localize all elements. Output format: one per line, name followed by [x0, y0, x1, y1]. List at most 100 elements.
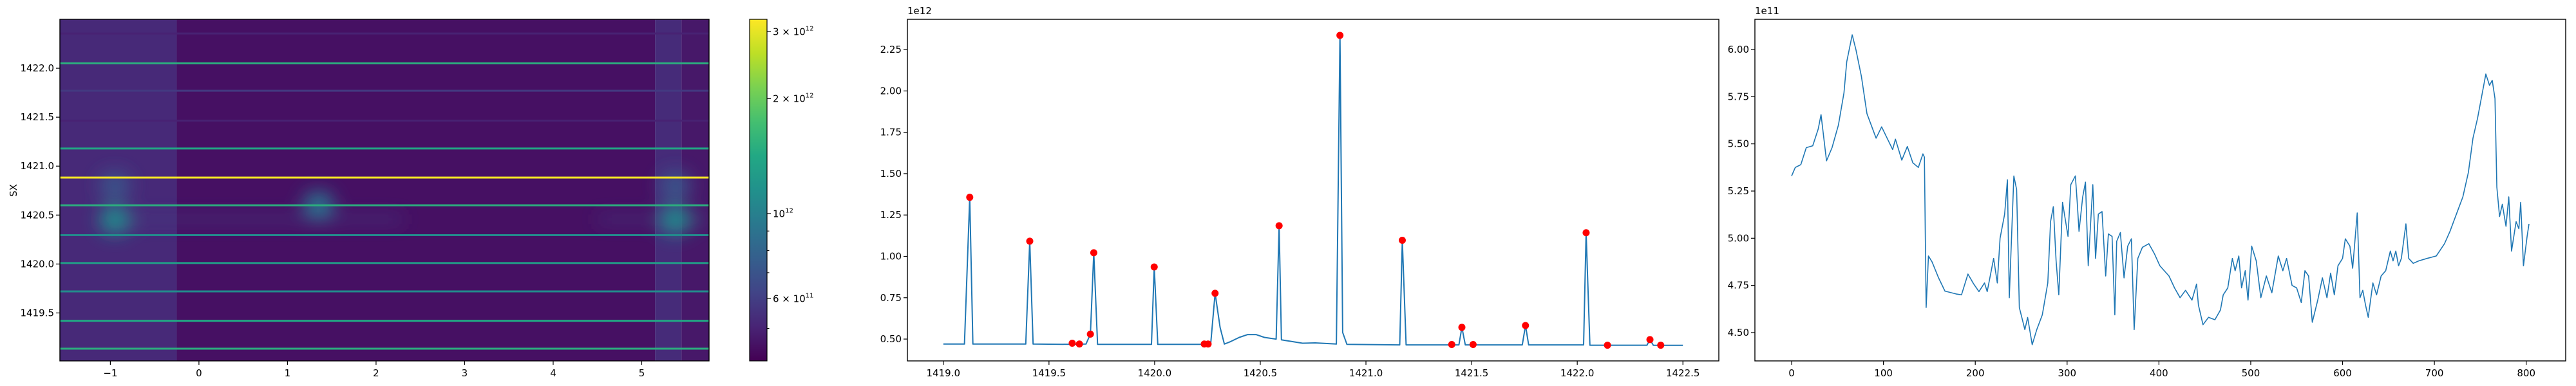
peak-marker [1398, 237, 1406, 244]
x-tick-label: 0 [196, 367, 202, 379]
y-tick-label: 1420.0 [21, 258, 55, 270]
heatmap-row [60, 119, 709, 122]
peak-marker [1604, 342, 1611, 349]
colorbar-gradient [749, 19, 768, 362]
colorbar-tick-base: 6 × 10 [773, 293, 806, 305]
peak-marker [1336, 32, 1344, 39]
peak-marker [966, 194, 974, 201]
heatmap-blobs [99, 171, 709, 234]
peak-marker [1469, 341, 1477, 349]
x-tick-label: 300 [2058, 367, 2076, 379]
y-tick-label: 1.25 [880, 209, 902, 221]
series-line-series [1791, 34, 2530, 345]
x-tick-label: 1420.0 [1138, 367, 1172, 379]
heatmap-row [60, 290, 709, 293]
y-tick-label: 4.50 [1728, 327, 1749, 338]
y-tick-label: 5.50 [1728, 138, 1749, 150]
peak-marker [1090, 249, 1097, 257]
axes-frame [1754, 19, 2566, 362]
x-tick-label: −1 [103, 367, 117, 379]
heatmap-row [60, 176, 709, 179]
y-tick-label: 2.25 [880, 44, 902, 55]
y-tick-label: 1419.5 [21, 307, 55, 318]
peak-marker [1582, 229, 1590, 237]
offset-text-1e12: 1e12 [907, 5, 932, 17]
offset-text-1e11: 1e11 [1755, 5, 1779, 17]
series-line-spectrum [943, 34, 1683, 346]
axes-frame [907, 19, 1719, 362]
y-tick-label: 5.25 [1728, 185, 1749, 197]
heatmap-blob [659, 205, 691, 234]
colorbar-tick-base: 3 × 10 [773, 26, 806, 38]
heatmap-row [60, 320, 709, 322]
colorbar-tick-exponent: 12 [785, 207, 793, 215]
peak-marker [1075, 340, 1083, 348]
heatmap-axes: −1 0 1 2 3 4 5 1419.5 1420.0 1420.5 1421.0 1421.5 14… [21, 19, 710, 379]
peaks-line-axes: 1419.0 1419.5 1420.0 1420.5 1421.0 1421.5 1422… [880, 19, 1719, 379]
peak-marker [1275, 222, 1283, 230]
colorbar-tick-base: 2 × 10 [773, 93, 806, 105]
y-tick-label: 1422.0 [21, 62, 55, 74]
colorbar-tick-label: 3 × 1012 [773, 26, 813, 38]
y-tick-label: 0.50 [880, 333, 902, 345]
colorbar-tick-exponent: 12 [805, 25, 814, 33]
series-line-axes: 0 100 200 300 400 500 600 700 800 4.50 4.75 5.00 5.2… [1728, 19, 2566, 379]
heatmap-blob [659, 171, 691, 200]
peak-marker [1657, 342, 1665, 349]
y-tick-label: 6.00 [1728, 44, 1749, 55]
x-tick-label: 800 [2517, 367, 2535, 379]
x-tick-label: 1419.0 [927, 367, 961, 379]
x-tick-label: 500 [2242, 367, 2260, 379]
x-tick-label: 1422.5 [1666, 367, 1700, 379]
x-tick-label: 5 [639, 367, 645, 379]
x-tick-label: 2 [373, 367, 379, 379]
peak-marker [1522, 322, 1530, 329]
y-tick-label: 1.00 [880, 250, 902, 262]
heatmap-row [60, 147, 709, 150]
peak-marker [1448, 341, 1455, 349]
x-tick-label: 600 [2333, 367, 2352, 379]
x-tick-label: 1421.0 [1349, 367, 1383, 379]
x-tick-label: 1420.5 [1244, 367, 1278, 379]
x-tick-label: 3 [462, 367, 468, 379]
x-tick-label: 0 [1788, 367, 1795, 379]
y-tick-label: 5.00 [1728, 232, 1749, 244]
heatmap-band [176, 19, 656, 361]
x-tick-label: 4 [550, 367, 556, 379]
x-tick-label: 100 [1874, 367, 1893, 379]
heatmap-image [60, 19, 709, 361]
x-tick-label: 400 [2150, 367, 2168, 379]
plot-area [943, 32, 1683, 349]
heatmap-row [60, 89, 709, 92]
heatmap-row [60, 204, 709, 207]
y-tick-label: 1420.5 [21, 209, 55, 221]
heatmap-tail [101, 216, 403, 223]
peak-marker [1211, 290, 1219, 297]
x-tick-label: 700 [2425, 367, 2444, 379]
colorbar [749, 19, 771, 362]
x-tick-label: 1419.5 [1032, 367, 1066, 379]
x-tick-label: 1 [285, 367, 291, 379]
plot-area [1791, 34, 2530, 345]
colorbar-tick-exponent: 12 [805, 92, 814, 100]
y-tick-label: 4.75 [1728, 280, 1749, 291]
x-tick-label: 1422.0 [1560, 367, 1595, 379]
colorbar-tick-label: 1012 [773, 207, 793, 219]
x-tick-label: 200 [1966, 367, 1985, 379]
peak-marker [1204, 340, 1212, 348]
colorbar-tick-label: 6 × 1011 [773, 292, 813, 304]
y-tick-label: 1.75 [880, 127, 902, 138]
colorbar-tick-exponent: 11 [805, 292, 814, 300]
y-tick-label: 5.75 [1728, 91, 1749, 102]
peak-marker [1086, 330, 1094, 338]
y-tick-label: 1421.5 [21, 111, 55, 123]
heatmap-row [60, 234, 709, 236]
peak-marker [1026, 237, 1034, 245]
heatmap-blob [99, 205, 131, 234]
peak-marker [1068, 339, 1076, 347]
y-tick-label: 1.50 [880, 168, 902, 179]
y-tick-label: 1421.0 [21, 160, 55, 172]
axes-frame [59, 19, 710, 362]
heatmap-row [60, 32, 709, 35]
